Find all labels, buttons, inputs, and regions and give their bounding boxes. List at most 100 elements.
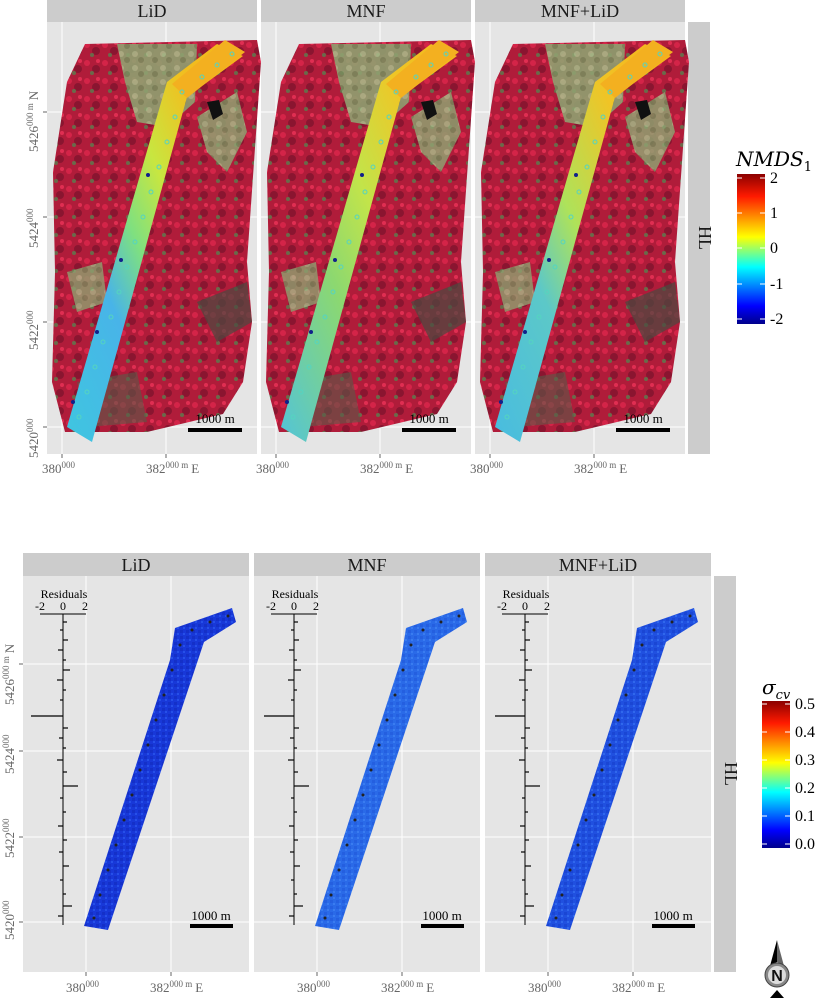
bottom-row-strip [714,576,736,972]
top-x-tick-380-mnf: 380000 [256,460,290,476]
top-scale-label-lid: 1000 m [195,411,234,426]
bottom-y-axis: 5420000 5422000 5424000 5426000 mN [1,643,17,940]
bottom-panel-title-mnf: MNF [347,555,386,575]
residuals-mnflid: Residuals -2 0 2 [495,587,550,925]
bottom-legend-label-0-0: 0.0 [795,836,815,853]
bottom-scale-label-mnf: 1000 m [422,908,461,923]
top-legend-label-0: 0 [770,240,778,257]
residuals-tick-0-mnflid: 0 [522,599,528,613]
residual-bars-lid [31,621,78,917]
bottom-legend-label-0-4: 0.4 [795,724,815,741]
residuals-mnf: Residuals -2 0 2 [264,587,319,925]
top-strip-lid [47,0,257,22]
top-transect-mnflid [495,44,671,442]
bottom-legend-title: σcv [762,675,791,703]
residuals-tick-0-mnf: 0 [291,599,297,613]
bottom-legend-label-0-5: 0.5 [795,696,815,713]
top-y-tick-5426: 5426000 mN [25,90,41,152]
bottom-scale-label-lid: 1000 m [191,908,230,923]
residuals-lid: Residuals -2 0 2 [31,587,88,925]
top-y-axis: 5420000 5422000 5424000 5426000 mN [25,90,41,458]
top-panel-title-mnflid: MNF+LiD [541,1,619,21]
residuals-tick-neg2-mnf: -2 [266,599,276,613]
top-row-strip [688,22,710,454]
bottom-scale-label-mnflid: 1000 m [653,908,692,923]
bottom-x-tick-380-lid: 380000 [66,979,100,995]
residuals-tick-neg2-mnflid: -2 [497,599,507,613]
bottom-scale-bars: 1000 m 1000 m 1000 m [190,908,695,928]
bottom-plots [92,614,692,920]
top-plots-mnflid [504,51,663,420]
bottom-y-tick-5426: 5426000 mN [1,643,17,705]
bottom-strip-mnf [254,553,480,576]
top-transect-lid [67,44,243,442]
bottom-grid [23,576,711,972]
bottom-y-tick-5424: 5424000 [1,734,17,774]
top-map-mnflid [480,40,689,442]
top-y-tick-5424: 5424000 [25,208,41,248]
bottom-legend: σcv 0.5 0.4 0.3 0.2 0.1 0.0 [762,675,815,853]
bottom-transect-mnf [315,608,467,930]
top-map-lid [52,40,261,442]
bottom-transect-mnflid [546,608,698,930]
bottom-legend-label-0-2: 0.2 [795,780,815,797]
bottom-legend-colorbar [762,701,790,848]
top-map-mnf [266,40,475,442]
residuals-title-lid: Residuals [41,587,88,601]
top-x-tick-380-lid: 380000 [42,460,76,476]
bottom-panel-title-lid: LiD [122,555,151,575]
top-legend-colorbar [737,174,765,324]
top-y-tick-5422: 5422000 [25,310,41,350]
top-figure: LiD MNF MNF+LiD HL [25,0,812,476]
north-arrow-label: N [771,968,783,985]
top-legend-label-neg1: -1 [770,276,783,293]
bottom-legend-label-0-1: 0.1 [795,808,815,825]
top-panel-title-lid: LiD [138,1,167,21]
bottom-y-tick-5422: 5422000 [1,818,17,858]
top-plots-dark-mnf [285,173,364,404]
top-legend-label-neg2: -2 [770,311,783,328]
top-plots-dark-mnflid [499,173,578,404]
top-legend: NMDS1 2 1 0 -1 -2 [735,147,812,328]
top-strip-mnflid [475,0,685,22]
bottom-figure: LiD MNF MNF+LiD HL Re [1,553,815,995]
residuals-tick-neg2-lid: -2 [35,599,45,613]
top-legend-title: NMDS1 [735,147,812,175]
top-legend-label-2: 2 [770,170,778,187]
residuals-tick-2-lid: 2 [82,599,88,613]
bottom-strip-mnflid [485,553,711,576]
residuals-title-mnflid: Residuals [503,587,550,601]
top-plots-dark-lid [71,173,150,404]
bottom-x-tick-380-mnflid: 380000 [528,979,562,995]
top-y-tick-5420: 5420000 [25,418,41,458]
top-strip-mnf [261,0,471,22]
residuals-tick-0-lid: 0 [60,599,66,613]
bottom-x-tick-380-mnf: 380000 [297,979,331,995]
residual-bars-mnflid [495,621,540,917]
top-x-tick-380-mnflid: 380000 [470,460,504,476]
top-scale-label-mnf: 1000 m [409,411,448,426]
top-plots-mnf [290,51,449,420]
top-scale-label-mnflid: 1000 m [623,411,662,426]
top-row-label: HL [695,226,715,250]
bottom-strip-lid [23,553,249,576]
bottom-legend-label-0-3: 0.3 [795,752,815,769]
residuals-tick-2-mnflid: 2 [544,599,550,613]
bottom-row-label: HL [721,762,741,786]
north-arrow-icon: N [764,940,790,998]
top-panel-title-mnf: MNF [346,1,385,21]
residuals-title-mnf: Residuals [272,587,319,601]
top-legend-label-1: 1 [770,205,778,222]
residuals-tick-2-mnf: 2 [313,599,319,613]
bottom-transect-lid [84,608,236,930]
top-transect-mnf [281,44,457,442]
residual-bars-mnf [264,621,309,917]
